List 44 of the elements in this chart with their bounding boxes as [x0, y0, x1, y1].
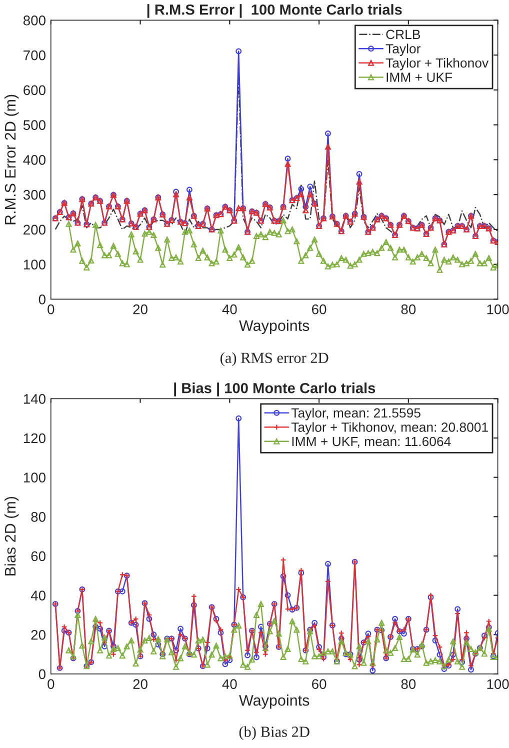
legend-label: IMM + UKF, mean: 11.6064	[292, 436, 451, 448]
x-tick-label: 80	[401, 304, 416, 314]
y-tick-label: 40	[30, 590, 46, 600]
x-tick-label: 20	[133, 304, 148, 314]
y-axis-title: Bias 2D (m)	[4, 496, 19, 576]
legend-label: Taylor + Tikhonov, mean: 20.8001	[291, 422, 488, 434]
y-tick-label: 400	[23, 155, 46, 165]
text: (b) Bias 2D	[239, 726, 310, 740]
x-tick-label: 0	[48, 304, 54, 314]
x-tick-label: 60	[312, 304, 326, 314]
y-tick-label: 300	[23, 190, 46, 200]
y-tick-label: 60	[31, 551, 46, 562]
y-tick-label: 700	[24, 50, 46, 60]
legend-label: CRLB	[386, 30, 420, 40]
chart-title: | R.M.S Error | 100 Monte Carlo trials	[147, 4, 402, 18]
text: (a) RMS error 2D	[220, 352, 328, 366]
x-tick-label: 40	[222, 679, 237, 690]
legend-label: Taylor + Tikhonov	[386, 58, 489, 70]
y-tick-label: 80	[31, 512, 46, 522]
y-tick-label: 140	[24, 394, 46, 404]
x-tick-label: 40	[222, 304, 237, 314]
legend-label: Taylor, mean: 21.5595	[291, 408, 420, 420]
x-tick-label: 100	[487, 304, 509, 314]
y-tick-label: 100	[24, 260, 46, 270]
y-tick-label: 500	[23, 120, 46, 130]
x-tick-label: 100	[487, 679, 509, 690]
x-tick-label: 80	[401, 679, 416, 690]
y-tick-label: 100	[24, 472, 46, 482]
y-axis-title: R.M.S Error 2D (m)	[4, 94, 19, 224]
y-tick-label: 0	[38, 294, 46, 304]
legend-label: IMM + UKF	[386, 72, 452, 82]
y-tick-label: 600	[24, 85, 46, 96]
x-tick-label: 60	[312, 679, 326, 690]
y-tick-label: 120	[24, 433, 46, 444]
x-tick-label: 20	[133, 679, 148, 690]
y-tick-label: 0	[38, 669, 46, 680]
y-tick-label: 20	[31, 630, 46, 640]
chart-title: | Bias | 100 Monte Carlo trials	[174, 382, 376, 396]
x-tick-label: 0	[48, 679, 54, 690]
x-axis-title: Waypoints	[239, 694, 310, 709]
y-tick-label: 800	[23, 16, 46, 26]
x-axis-title: Waypoints	[239, 320, 310, 334]
y-tick-label: 200	[24, 224, 46, 235]
legend-label: Taylor	[386, 44, 421, 56]
